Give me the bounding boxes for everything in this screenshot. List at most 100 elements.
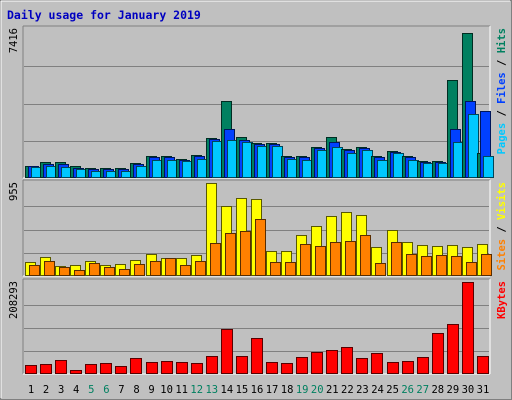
bar-kbytes-kbytes-day-20: [311, 352, 323, 374]
bar-visits-sites-day-28: [436, 255, 447, 276]
bar-kbytes-kbytes-day-4: [70, 370, 82, 374]
bar-kbytes-kbytes-day-25: [387, 362, 399, 374]
x-tick-label-day-11: 11: [175, 384, 188, 396]
x-tick-label-day-30: 30: [462, 384, 475, 396]
bar-kbytes-kbytes-day-27: [417, 357, 429, 374]
bar-hits-pages-day-8: [136, 166, 147, 178]
x-tick-label-day-3: 3: [58, 384, 64, 396]
bar-kbytes-kbytes-day-28: [432, 333, 444, 374]
bar-visits-sites-day-9: [150, 261, 161, 276]
bar-visits-sites-day-5: [89, 263, 100, 276]
legend-part: /: [496, 104, 508, 123]
bar-kbytes-kbytes-day-8: [130, 358, 142, 374]
bar-visits-sites-day-12: [195, 261, 206, 276]
panel-visits: 955 Sites / Visits: [8, 179, 508, 277]
bar-kbytes-kbytes-day-6: [100, 363, 112, 374]
bar-kbytes-kbytes-day-23: [356, 358, 368, 374]
x-tick-label-day-24: 24: [371, 384, 384, 396]
bar-visits-sites-day-30: [466, 262, 477, 276]
panel-visits-legend: Sites / Visits: [496, 182, 508, 271]
panels-layer: 7416 Pages / Files / Hits 955 Sites / Visit…: [8, 25, 508, 375]
bar-visits-sites-day-2: [44, 261, 55, 276]
legend-part: Files: [496, 72, 508, 104]
bar-kbytes-kbytes-day-16: [251, 338, 263, 374]
x-tick-label-day-5: 5: [88, 384, 94, 396]
x-tick-label-day-2: 2: [43, 384, 49, 396]
bar-kbytes-kbytes-day-24: [371, 353, 383, 374]
x-tick-label-day-18: 18: [281, 384, 294, 396]
bar-kbytes-kbytes-day-12: [191, 363, 203, 374]
x-tick-label-day-1: 1: [28, 384, 34, 396]
bar-visits-sites-day-23: [360, 235, 371, 276]
x-tick-label-day-29: 29: [447, 384, 460, 396]
bar-kbytes-kbytes-day-11: [176, 362, 188, 374]
x-tick-label-day-16: 16: [251, 384, 264, 396]
bar-kbytes-kbytes-day-2: [40, 364, 52, 374]
bar-visits-sites-day-1: [29, 265, 40, 276]
panel-kbytes-legend: KBytes: [496, 281, 508, 319]
bar-visits-sites-day-8: [134, 264, 145, 276]
panel-hits-legend: Pages / Files / Hits: [496, 28, 508, 154]
x-tick-label-day-4: 4: [73, 384, 79, 396]
panel-kbytes: 208293 KBytes: [8, 278, 508, 375]
x-tick-label-day-15: 15: [236, 384, 249, 396]
bar-hits-pages-day-24: [377, 160, 388, 178]
x-tick-label-day-31: 31: [477, 384, 490, 396]
legend-part: Pages: [496, 123, 508, 155]
bar-visits-sites-day-14: [225, 233, 236, 276]
panel-kbytes-max-label: 208293: [8, 281, 20, 319]
panel-hits-max-label: 7416: [8, 28, 20, 53]
bar-kbytes-kbytes-day-13: [206, 356, 218, 374]
legend-part: Sites: [496, 239, 508, 271]
legend-part: Visits: [496, 182, 508, 220]
bar-kbytes-kbytes-day-9: [146, 362, 158, 374]
panel-hits: 7416 Pages / Files / Hits: [8, 25, 508, 179]
bar-visits-sites-day-24: [375, 263, 386, 276]
bar-kbytes-kbytes-day-1: [25, 365, 37, 374]
bar-kbytes-kbytes-day-14: [221, 329, 233, 374]
bar-visits-sites-day-7: [119, 269, 130, 276]
x-tick-label-day-28: 28: [431, 384, 444, 396]
bar-kbytes-kbytes-day-22: [341, 347, 353, 374]
chart-title: Daily usage for January 2019: [7, 8, 201, 22]
panel-visits-max-label: 955: [8, 182, 20, 201]
bar-visits-sites-day-3: [59, 267, 70, 276]
x-axis-labels: 1 2 3 4 5 6 7 8 9 10 11 12 13 14 15 16 17 18 19 20 21 22 23 24 2…: [28, 384, 489, 396]
bar-visits-sites-day-22: [345, 241, 356, 276]
bar-visits-sites-day-6: [104, 267, 115, 276]
bar-visits-sites-day-17: [270, 262, 281, 276]
bar-visits-sites-day-10: [165, 258, 176, 276]
bar-hits-pages-day-30: [468, 114, 479, 178]
bar-kbytes-kbytes-day-21: [326, 350, 338, 374]
bar-kbytes-kbytes-day-19: [296, 357, 308, 374]
bar-kbytes-kbytes-day-7: [115, 366, 127, 374]
bar-visits-sites-day-25: [391, 242, 402, 276]
bar-kbytes-kbytes-day-29: [447, 324, 459, 374]
legend-part: KBytes: [496, 281, 508, 319]
x-tick-label-day-8: 8: [133, 384, 139, 396]
bar-kbytes-kbytes-day-15: [236, 356, 248, 374]
bar-kbytes-kbytes-day-17: [266, 362, 278, 374]
x-tick-label-day-13: 13: [205, 384, 218, 396]
x-tick-label-day-20: 20: [311, 384, 324, 396]
bar-kbytes-kbytes-day-3: [55, 360, 67, 374]
bar-visits-sites-day-26: [406, 254, 417, 276]
x-tick-label-day-12: 12: [190, 384, 203, 396]
legend-part: Hits: [496, 28, 508, 53]
bar-visits-sites-day-13: [210, 243, 221, 276]
x-tick-label-day-27: 27: [416, 384, 429, 396]
x-tick-label-day-22: 22: [341, 384, 354, 396]
bar-visits-sites-day-31: [481, 254, 492, 276]
bar-hits-pages-day-31: [483, 156, 494, 178]
bar-visits-sites-day-11: [180, 265, 191, 276]
x-tick-label-day-25: 25: [386, 384, 399, 396]
bar-kbytes-kbytes-day-5: [85, 364, 97, 374]
bar-visits-sites-day-16: [255, 219, 266, 276]
x-tick-label-day-21: 21: [326, 384, 339, 396]
x-tick-label-day-6: 6: [103, 384, 109, 396]
x-tick-label-day-14: 14: [221, 384, 234, 396]
bar-visits-sites-day-19: [300, 244, 311, 276]
bar-visits-sites-day-29: [451, 256, 462, 276]
x-tick-label-day-26: 26: [401, 384, 414, 396]
